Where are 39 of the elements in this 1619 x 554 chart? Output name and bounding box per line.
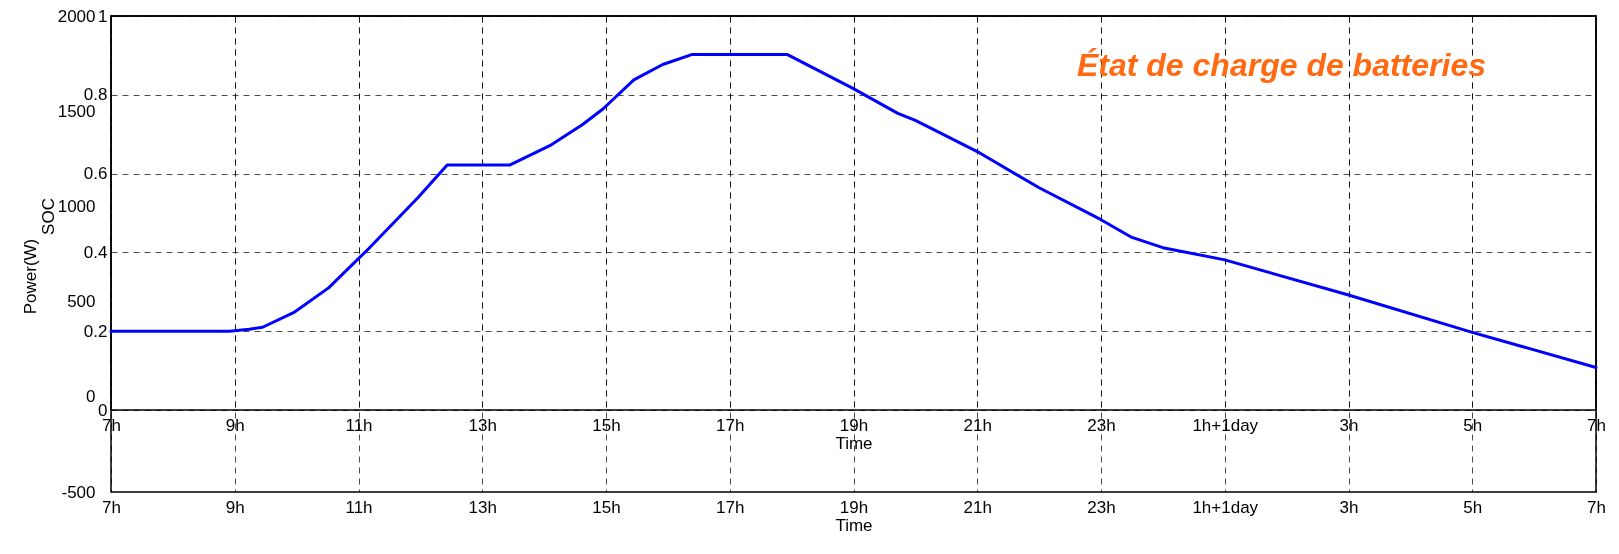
x-tick-label: 7h [102,497,121,517]
x-tick-label: 13h [468,415,497,435]
x-tick-label: 17h [716,497,745,517]
x-tick-label: 13h [468,497,497,517]
x-axis-title: Time [835,515,873,535]
x-tick-label: 9h [225,415,245,435]
x-tick-label: 21h [963,415,992,435]
y-tick-label: 0.6 [83,164,108,184]
x-tick-label: 1h+1day [1192,415,1259,435]
x-axis-title: Time [835,433,873,453]
y-tick-label: 500 [67,292,96,312]
y-axis-title: Power(W) [20,238,40,315]
x-tick-label: 17h [716,415,745,435]
y-tick-label: 2000 [57,6,96,26]
x-tick-label: 23h [1087,415,1116,435]
y-axis-title: SOC [38,198,58,235]
y-tick-label: 0.4 [83,242,108,262]
x-tick-label: 23h [1087,497,1116,517]
y-tick-label: 0 [86,387,96,407]
x-tick-label: 3h [1339,415,1359,435]
x-tick-label: 11h [345,415,373,435]
x-tick-label: 7h [1587,497,1606,517]
x-tick-label: 1h+1day [1192,497,1259,517]
x-tick-label: 15h [592,497,621,517]
y-tick-label: 0 [98,400,108,420]
x-tick-label: 15h [592,415,621,435]
x-tick-label: 19h [839,497,869,517]
y-tick-label: 0.2 [83,321,108,341]
x-tick-label: 21h [963,497,992,517]
x-tick-label: 5h [1463,415,1483,435]
y-tick-label: 1000 [57,196,96,216]
x-tick-label: 11h [345,497,373,517]
y-tick-label: 1 [98,6,108,26]
x-tick-label: 5h [1463,497,1483,517]
x-tick-label: 9h [225,497,245,517]
y-tick-label: -500 [61,482,96,502]
x-tick-label: 3h [1339,497,1359,517]
x-tick-label: 19h [839,415,869,435]
annotation: État de charge de batteries [1076,47,1486,83]
